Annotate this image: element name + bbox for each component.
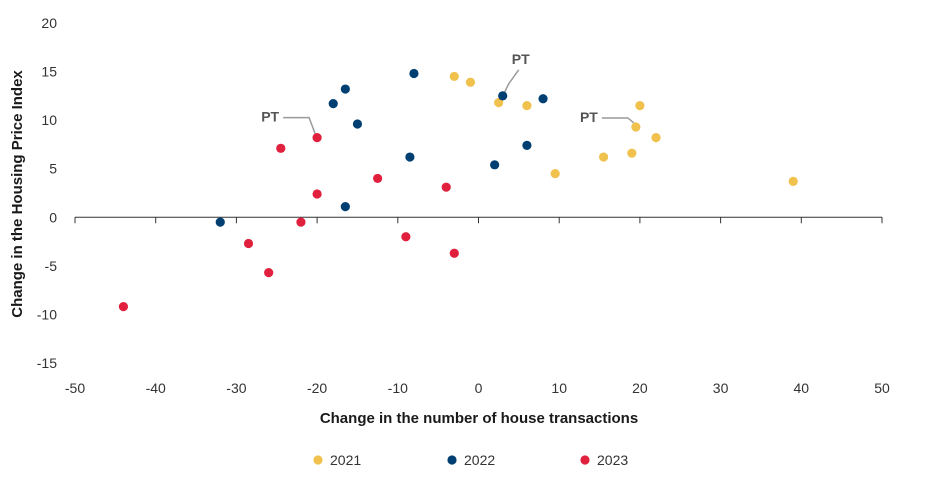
y-axis-title: Change in the Housing Price Index bbox=[9, 70, 26, 318]
legend-marker-2021 bbox=[313, 455, 323, 465]
legend-marker-2022 bbox=[447, 455, 457, 465]
x-tick-label: -50 bbox=[65, 380, 85, 396]
x-tick-label: 0 bbox=[475, 380, 483, 396]
y-tick-label: 15 bbox=[41, 64, 57, 80]
x-tick-label: 20 bbox=[632, 380, 648, 396]
data-points bbox=[118, 68, 798, 312]
point-2022 bbox=[215, 217, 225, 227]
x-axis-ticks: -50 -40 -30 -20 -10 0 10 20 30 40 50 bbox=[65, 380, 890, 396]
point-2023 bbox=[449, 248, 459, 258]
point-2022 bbox=[522, 140, 532, 150]
x-axis-title: Change in the number of house transactio… bbox=[320, 410, 638, 427]
point-2023 bbox=[312, 133, 322, 143]
annotation-leader-line bbox=[601, 117, 635, 124]
x-tick-label: -30 bbox=[226, 380, 246, 396]
point-2022 bbox=[340, 202, 350, 212]
annotation-leader-line bbox=[504, 69, 520, 93]
point-2021 bbox=[651, 133, 661, 143]
y-tick-label: 0 bbox=[49, 209, 57, 225]
x-tick-label: 40 bbox=[794, 380, 810, 396]
legend-label-2023: 2023 bbox=[597, 452, 628, 468]
y-tick-label: 10 bbox=[41, 112, 57, 128]
point-2023 bbox=[276, 143, 286, 153]
x-tick-label: 10 bbox=[551, 380, 567, 396]
annotation-label: PT bbox=[512, 51, 530, 67]
y-tick-label: -15 bbox=[37, 355, 57, 371]
point-2021 bbox=[598, 152, 609, 162]
legend: 2021 2022 2023 bbox=[313, 452, 628, 468]
point-2023 bbox=[296, 217, 306, 227]
y-tick-label: -5 bbox=[45, 258, 58, 274]
x-tick-label: -10 bbox=[388, 380, 408, 396]
x-tick-label: -20 bbox=[307, 380, 327, 396]
point-2022 bbox=[490, 160, 500, 170]
point-2021 bbox=[631, 122, 641, 132]
point-2022 bbox=[409, 68, 419, 79]
annotations: PT PT PT bbox=[261, 51, 635, 134]
point-2022 bbox=[328, 99, 338, 109]
legend-label-2022: 2022 bbox=[464, 452, 495, 468]
point-2021 bbox=[449, 71, 459, 82]
point-2021 bbox=[635, 100, 645, 111]
legend-marker-2023 bbox=[580, 455, 590, 465]
point-2021 bbox=[465, 77, 476, 87]
point-2021 bbox=[627, 148, 637, 158]
point-2023 bbox=[401, 232, 411, 242]
point-2022 bbox=[340, 84, 350, 94]
x-tick-label: 50 bbox=[874, 380, 890, 396]
point-2022 bbox=[498, 91, 508, 101]
point-2021 bbox=[550, 168, 560, 179]
point-2022 bbox=[405, 152, 415, 162]
point-2021 bbox=[788, 176, 798, 186]
x-axis-tick-marks bbox=[74, 217, 883, 224]
point-2023 bbox=[118, 302, 129, 312]
annotation-leader-line bbox=[283, 116, 316, 134]
y-tick-label: 20 bbox=[41, 15, 57, 31]
point-2023 bbox=[312, 189, 322, 199]
annotation-label: PT bbox=[580, 109, 598, 125]
point-2021 bbox=[522, 100, 532, 111]
annotation-label: PT bbox=[261, 109, 279, 125]
point-2022 bbox=[352, 119, 363, 129]
x-tick-label: -40 bbox=[146, 380, 166, 396]
point-2023 bbox=[373, 173, 383, 184]
point-2022 bbox=[538, 94, 548, 104]
legend-label-2021: 2021 bbox=[330, 452, 361, 468]
point-2023 bbox=[264, 268, 274, 278]
y-tick-label: -10 bbox=[37, 306, 57, 322]
x-tick-label: 30 bbox=[713, 380, 729, 396]
point-2023 bbox=[243, 238, 254, 249]
y-tick-label: 5 bbox=[49, 161, 57, 177]
point-2021 bbox=[494, 98, 504, 108]
point-2023 bbox=[441, 182, 451, 192]
y-axis-ticks: -15 -10 -5 0 5 10 15 20 bbox=[37, 15, 57, 371]
